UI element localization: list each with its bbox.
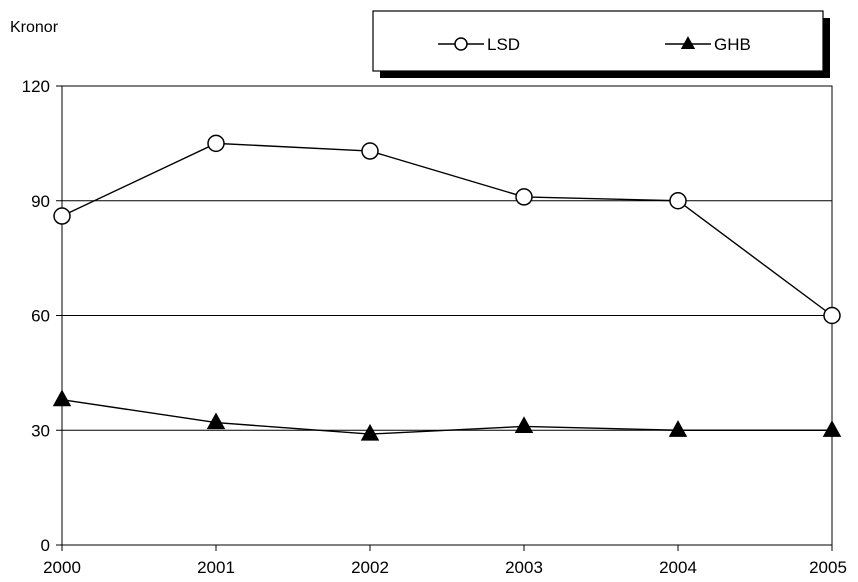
legend: LSD GHB — [372, 10, 830, 78]
data-point-lsd — [207, 134, 225, 153]
grid-lines — [62, 200, 832, 431]
data-point-lsd — [669, 192, 687, 210]
x-tick-label: 2003 — [505, 558, 543, 577]
x-tick-label: 2001 — [197, 558, 235, 577]
series-ghb — [52, 389, 842, 441]
x-tick-label: 2004 — [659, 558, 697, 577]
y-axis-label: Kronor — [10, 19, 59, 36]
data-point-ghb — [52, 389, 72, 407]
series-line-lsd — [61, 142, 833, 317]
x-tick-label: 2005 — [809, 558, 847, 577]
data-point-ghb — [206, 412, 226, 430]
legend-box — [372, 10, 824, 72]
data-point-lsd — [823, 306, 841, 325]
legend-marker — [680, 36, 696, 50]
series-line-ghb — [61, 398, 832, 435]
y-tick-label: 0 — [41, 536, 50, 555]
data-point-lsd — [515, 188, 533, 206]
x-tick-label: 2000 — [43, 558, 81, 577]
x-tick-label: 2002 — [351, 558, 389, 577]
y-tick-label: 60 — [31, 307, 50, 326]
axes: 0 30 60 90 120 2000 2001 2002 2003 2004 2005 — [22, 77, 847, 577]
legend-marker — [454, 37, 468, 51]
data-point-ghb — [668, 420, 688, 437]
legend-label: LSD — [487, 35, 520, 54]
series-lsd — [53, 134, 841, 325]
legend-item-ghb: GHB — [665, 35, 751, 54]
y-tick-label: 30 — [31, 421, 50, 440]
data-point-ghb — [360, 423, 380, 441]
series-group — [52, 134, 842, 441]
y-tick-label: 90 — [31, 192, 50, 211]
data-point-lsd — [361, 142, 379, 160]
legend-label: GHB — [714, 35, 751, 54]
data-point-ghb — [822, 420, 842, 437]
legend-item-lsd: LSD — [438, 35, 520, 54]
y-tick-label: 120 — [22, 77, 50, 96]
data-point-ghb — [514, 416, 534, 434]
data-point-lsd — [53, 207, 71, 225]
